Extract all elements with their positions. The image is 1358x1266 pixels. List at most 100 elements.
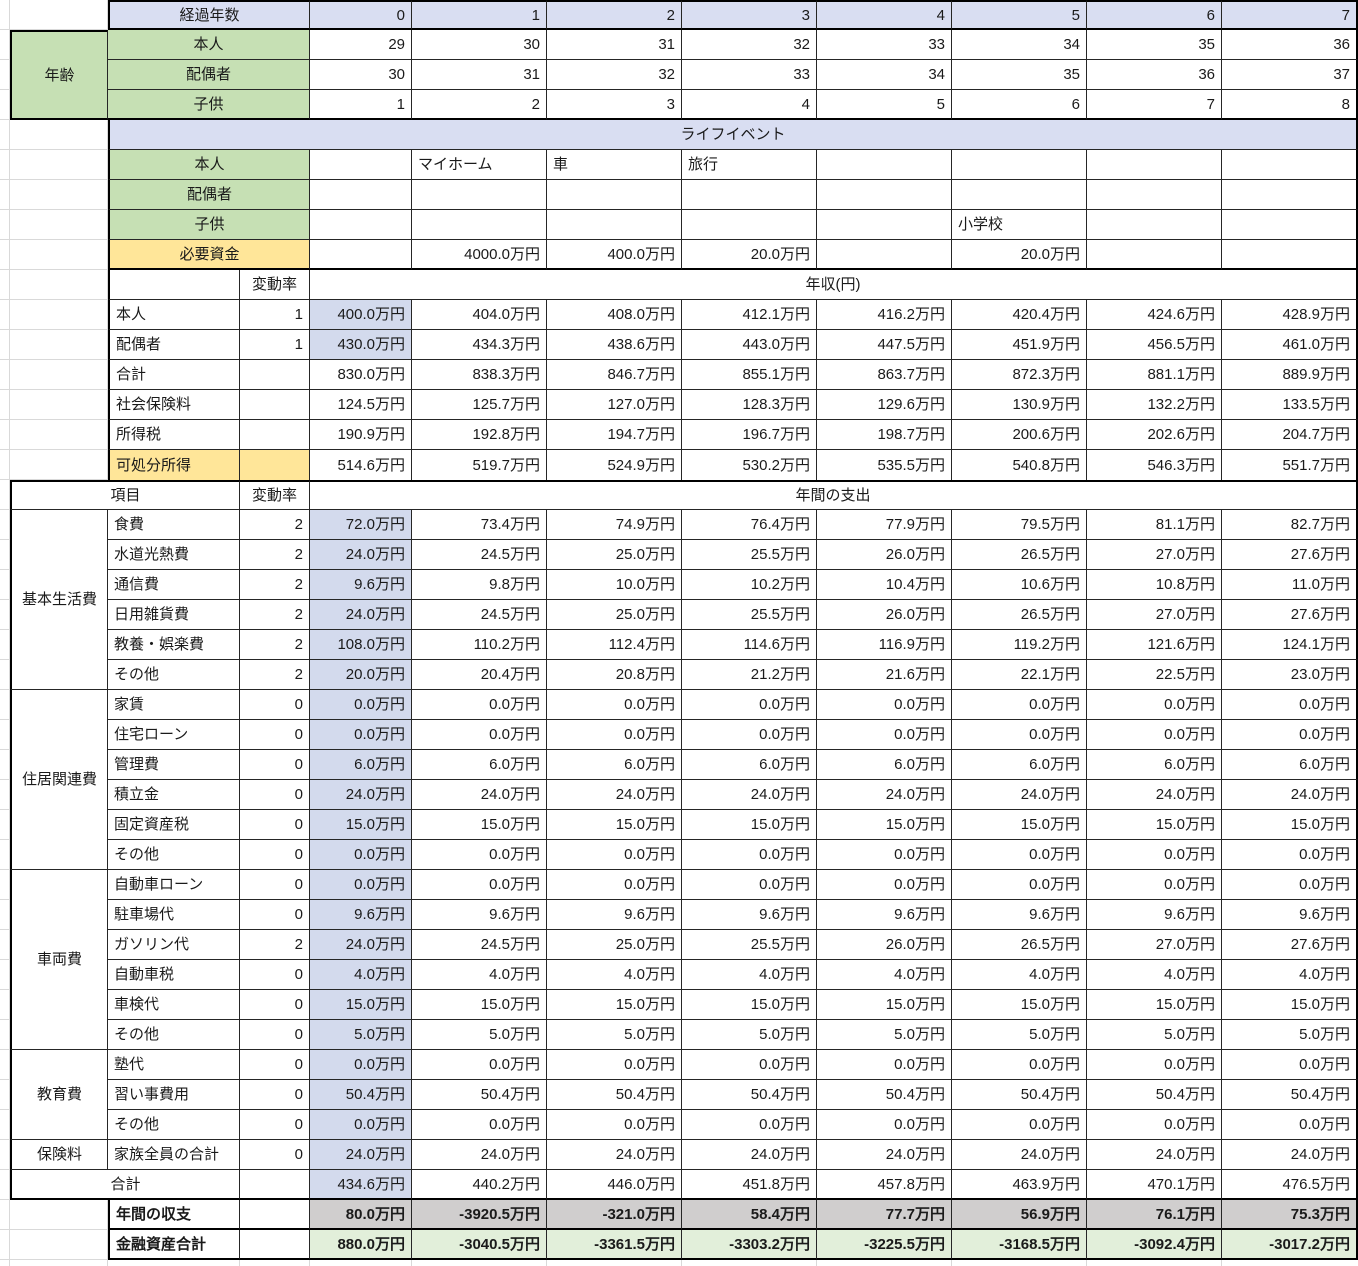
cell-r13-c9[interactable]: 863.7万円 bbox=[817, 360, 952, 390]
cell-r37-c7[interactable]: 50.4万円 bbox=[547, 1080, 682, 1110]
life-events-header[interactable]: ライフイベント bbox=[108, 120, 1358, 150]
cell-r24-c8[interactable]: 0.0万円 bbox=[682, 690, 817, 720]
cell-r37-c8[interactable]: 50.4万円 bbox=[682, 1080, 817, 1110]
cell-r40-c10[interactable]: 463.9万円 bbox=[952, 1170, 1087, 1200]
cell-r12-c11[interactable]: 456.5万円 bbox=[1087, 330, 1222, 360]
cell-r19-c8[interactable]: 25.5万円 bbox=[682, 540, 817, 570]
cell-r31-c7[interactable]: 9.6万円 bbox=[547, 900, 682, 930]
cell-r6-c5[interactable] bbox=[310, 150, 412, 180]
cell-r11-c9[interactable]: 416.2万円 bbox=[817, 300, 952, 330]
cell-r22-c7[interactable]: 112.4万円 bbox=[547, 630, 682, 660]
cell-r33-c7[interactable]: 4.0万円 bbox=[547, 960, 682, 990]
cell-r38-c7[interactable]: 0.0万円 bbox=[547, 1110, 682, 1140]
cell-r38-c4[interactable]: 0 bbox=[240, 1110, 310, 1140]
cell-r32-c9[interactable]: 26.0万円 bbox=[817, 930, 952, 960]
annual-balance-label[interactable]: 年間の収支 bbox=[108, 1200, 240, 1230]
cell-r32-c7[interactable]: 25.0万円 bbox=[547, 930, 682, 960]
cell-r16-c8[interactable]: 530.2万円 bbox=[682, 450, 817, 480]
cell-r2-c10[interactable]: 34 bbox=[952, 30, 1087, 60]
cell-r7-c10[interactable] bbox=[952, 180, 1087, 210]
cell-r6-c10[interactable] bbox=[952, 150, 1087, 180]
cell-r12-c4[interactable]: 1 bbox=[240, 330, 310, 360]
cell-r37-c10[interactable]: 50.4万円 bbox=[952, 1080, 1087, 1110]
cell-r16-c11[interactable]: 546.3万円 bbox=[1087, 450, 1222, 480]
lessons-label[interactable]: 習い事費用 bbox=[108, 1080, 240, 1110]
cell-r18-c4[interactable]: 2 bbox=[240, 510, 310, 540]
cell-r39-c5[interactable]: 24.0万円 bbox=[310, 1140, 412, 1170]
cell-r4-c7[interactable]: 3 bbox=[547, 90, 682, 120]
cell-r40-c4[interactable] bbox=[240, 1170, 310, 1200]
disposable-income-label[interactable]: 可処分所得 bbox=[108, 450, 240, 480]
cell-r25-c7[interactable]: 0.0万円 bbox=[547, 720, 682, 750]
cell-r34-c7[interactable]: 15.0万円 bbox=[547, 990, 682, 1020]
cell-r24-c5[interactable]: 0.0万円 bbox=[310, 690, 412, 720]
cell-r41-c8[interactable]: 58.4万円 bbox=[682, 1200, 817, 1230]
cell-r13-c8[interactable]: 855.1万円 bbox=[682, 360, 817, 390]
cell-r27-c8[interactable]: 24.0万円 bbox=[682, 780, 817, 810]
cell-r39-c4[interactable]: 0 bbox=[240, 1140, 310, 1170]
cell-r14-c8[interactable]: 128.3万円 bbox=[682, 390, 817, 420]
cell-r28-c6[interactable]: 15.0万円 bbox=[412, 810, 547, 840]
cell-r26-c5[interactable]: 6.0万円 bbox=[310, 750, 412, 780]
cell-r30-c7[interactable]: 0.0万円 bbox=[547, 870, 682, 900]
life-event-myhome[interactable]: マイホーム bbox=[412, 150, 547, 180]
cell-r23-c12[interactable]: 23.0万円 bbox=[1222, 660, 1358, 690]
cell-r14-c12[interactable]: 133.5万円 bbox=[1222, 390, 1358, 420]
cell-r24-c6[interactable]: 0.0万円 bbox=[412, 690, 547, 720]
cell-r38-c12[interactable]: 0.0万円 bbox=[1222, 1110, 1358, 1140]
cell-r4-c9[interactable]: 5 bbox=[817, 90, 952, 120]
cell-r24-c7[interactable]: 0.0万円 bbox=[547, 690, 682, 720]
age-group-label[interactable]: 年齢 bbox=[10, 30, 108, 120]
cell-r26-c12[interactable]: 6.0万円 bbox=[1222, 750, 1358, 780]
cell-r16-c4[interactable] bbox=[240, 450, 310, 480]
cell-r28-c12[interactable]: 15.0万円 bbox=[1222, 810, 1358, 840]
cell-r41-c12[interactable]: 75.3万円 bbox=[1222, 1200, 1358, 1230]
social-insurance-label[interactable]: 社会保険料 bbox=[108, 390, 240, 420]
cell-r21-c11[interactable]: 27.0万円 bbox=[1087, 600, 1222, 630]
cell-r34-c8[interactable]: 15.0万円 bbox=[682, 990, 817, 1020]
cell-r38-c5[interactable]: 0.0万円 bbox=[310, 1110, 412, 1140]
cell-r32-c10[interactable]: 26.5万円 bbox=[952, 930, 1087, 960]
life-event-spouse-label[interactable]: 配偶者 bbox=[108, 180, 310, 210]
cell-r18-c5[interactable]: 72.0万円 bbox=[310, 510, 412, 540]
cell-r14-c11[interactable]: 132.2万円 bbox=[1087, 390, 1222, 420]
mortgage-label[interactable]: 住宅ローン bbox=[108, 720, 240, 750]
cell-r40-c7[interactable]: 446.0万円 bbox=[547, 1170, 682, 1200]
cell-r13-c7[interactable]: 846.7万円 bbox=[547, 360, 682, 390]
cell-r20-c9[interactable]: 10.4万円 bbox=[817, 570, 952, 600]
cell-r27-c9[interactable]: 24.0万円 bbox=[817, 780, 952, 810]
cell-r19-c9[interactable]: 26.0万円 bbox=[817, 540, 952, 570]
cell-r4-c6[interactable]: 2 bbox=[412, 90, 547, 120]
cell-r29-c6[interactable]: 0.0万円 bbox=[412, 840, 547, 870]
cell-r13-c11[interactable]: 881.1万円 bbox=[1087, 360, 1222, 390]
cell-r13-c5[interactable]: 830.0万円 bbox=[310, 360, 412, 390]
cell-r2-c5[interactable]: 29 bbox=[310, 30, 412, 60]
daily-goods-label[interactable]: 日用雑貨費 bbox=[108, 600, 240, 630]
cell-r9-c5[interactable] bbox=[310, 240, 412, 270]
cell-r30-c12[interactable]: 0.0万円 bbox=[1222, 870, 1358, 900]
cell-r28-c10[interactable]: 15.0万円 bbox=[952, 810, 1087, 840]
cell-r26-c10[interactable]: 6.0万円 bbox=[952, 750, 1087, 780]
cell-r7-c9[interactable] bbox=[817, 180, 952, 210]
cell-r7-c7[interactable] bbox=[547, 180, 682, 210]
cell-r34-c12[interactable]: 15.0万円 bbox=[1222, 990, 1358, 1020]
cell-r2-c7[interactable]: 31 bbox=[547, 30, 682, 60]
income-spouse-label[interactable]: 配偶者 bbox=[108, 330, 240, 360]
cell-r22-c6[interactable]: 110.2万円 bbox=[412, 630, 547, 660]
cell-r35-c9[interactable]: 5.0万円 bbox=[817, 1020, 952, 1050]
required-funds-label[interactable]: 必要資金 bbox=[108, 240, 310, 270]
cell-r18-c9[interactable]: 77.9万円 bbox=[817, 510, 952, 540]
cell-r3-c11[interactable]: 36 bbox=[1087, 60, 1222, 90]
cell-r30-c5[interactable]: 0.0万円 bbox=[310, 870, 412, 900]
cell-r28-c4[interactable]: 0 bbox=[240, 810, 310, 840]
car-tax-label[interactable]: 自動車税 bbox=[108, 960, 240, 990]
education-other-label[interactable]: その他 bbox=[108, 1110, 240, 1140]
cell-r1-c7[interactable]: 2 bbox=[547, 0, 682, 30]
rent-label[interactable]: 家賃 bbox=[108, 690, 240, 720]
cell-r33-c4[interactable]: 0 bbox=[240, 960, 310, 990]
cell-r9-c12[interactable] bbox=[1222, 240, 1358, 270]
cell-r3-c5[interactable]: 30 bbox=[310, 60, 412, 90]
income-rate-header[interactable]: 変動率 bbox=[240, 270, 310, 300]
cell-r21-c8[interactable]: 25.5万円 bbox=[682, 600, 817, 630]
utilities-label[interactable]: 水道光熱費 bbox=[108, 540, 240, 570]
